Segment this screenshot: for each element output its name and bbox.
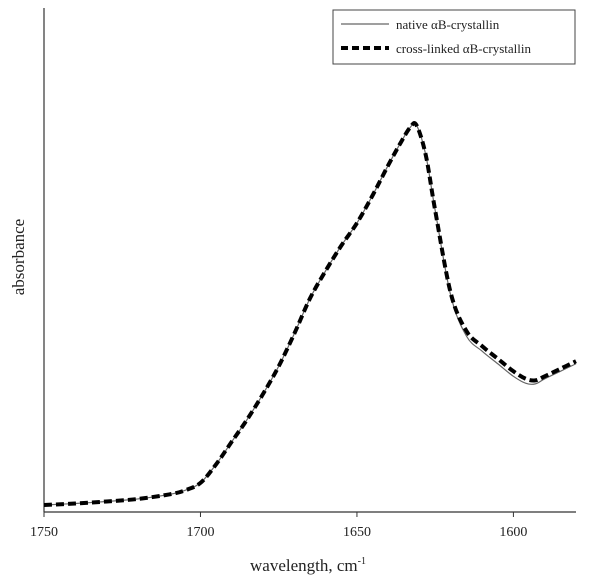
x-tick-label: 1700: [186, 525, 214, 540]
x-tick-label: 1650: [343, 525, 371, 540]
x-tick-label: 1750: [30, 525, 58, 540]
x-axis-label: wavelength, cm-1: [250, 556, 366, 575]
legend-box: [332, 9, 576, 65]
x-ticks: 1750 1700 1650 1600: [30, 512, 527, 540]
x-tick-label: 1600: [499, 525, 527, 540]
x-axis-label-text: wavelength, cm: [250, 556, 358, 575]
y-axis-label: absorbance: [9, 219, 28, 295]
series-line-cross-linked: [43, 120, 577, 507]
series-line-native: [43, 122, 577, 506]
legend-label-native: native αB-crystallin: [396, 17, 500, 32]
x-axis-label-superscript: -1: [358, 556, 366, 567]
legend-label-cross-linked: cross-linked αB-crystallin: [396, 41, 531, 56]
legend: native αB-crystallin cross-linked αB-cry…: [332, 9, 576, 65]
axes: [43, 8, 576, 513]
series-lines: [43, 120, 577, 507]
